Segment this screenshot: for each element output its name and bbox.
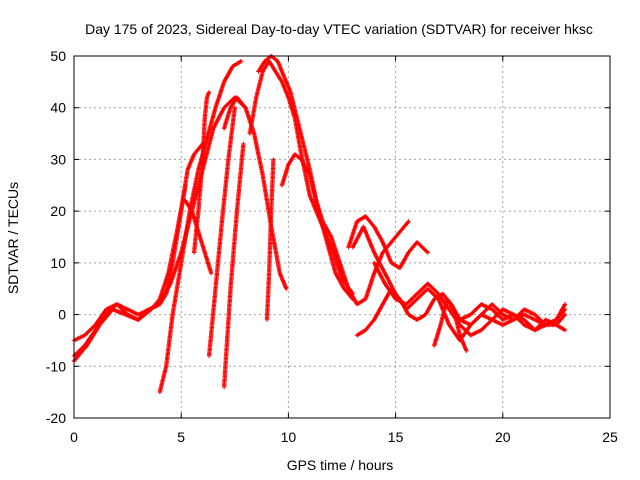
series-markers (206, 105, 237, 359)
x-tick-label: 15 (388, 429, 404, 445)
tick-layer: 0 5 10 15 20 25 -20 -10 0 10 20 30 40 50 (46, 48, 618, 445)
y-tick-label: 30 (50, 151, 66, 167)
y-axis-label: SDTVAR / TECUs (5, 182, 21, 294)
series-markers (279, 152, 355, 302)
chart-title: Day 175 of 2023, Sidereal Day-to-day VTE… (85, 21, 593, 37)
series-arc-06 (183, 198, 214, 276)
series-arc-17 (372, 260, 568, 338)
series-markers (264, 157, 276, 322)
y-tick-label: 50 (50, 48, 66, 64)
x-tick-label: 20 (495, 429, 511, 445)
series-markers (191, 90, 212, 255)
y-tick-label: -10 (46, 358, 66, 374)
series-markers (457, 302, 568, 333)
data-layer (71, 53, 568, 395)
x-tick-label: 25 (602, 429, 618, 445)
series-markers (432, 296, 469, 353)
x-tick-label: 5 (177, 429, 185, 445)
series-arc-18 (432, 296, 469, 353)
series-arc-05 (191, 90, 212, 255)
series-markers (354, 286, 568, 338)
y-tick-label: 20 (50, 203, 66, 219)
series-markers (346, 214, 430, 271)
x-axis-label: GPS time / hours (287, 457, 394, 473)
series-markers (221, 141, 246, 390)
series-arc-07 (206, 105, 237, 359)
x-tick-label: 10 (281, 429, 297, 445)
series-arc-16 (354, 286, 568, 338)
y-tick-label: 0 (58, 307, 66, 323)
series-arc-08 (221, 141, 246, 390)
series-arc-19 (457, 302, 568, 333)
series-markers (372, 260, 568, 338)
series-markers (183, 198, 214, 276)
series-arc-13 (279, 152, 355, 302)
x-tick-label: 0 (70, 429, 78, 445)
series-arc-12 (264, 157, 276, 322)
y-tick-label: 40 (50, 100, 66, 116)
y-tick-label: -20 (46, 410, 66, 426)
series-arc-14 (346, 214, 430, 271)
plot-frame (73, 55, 611, 419)
y-tick-label: 10 (50, 255, 66, 271)
grid-layer (74, 56, 610, 418)
